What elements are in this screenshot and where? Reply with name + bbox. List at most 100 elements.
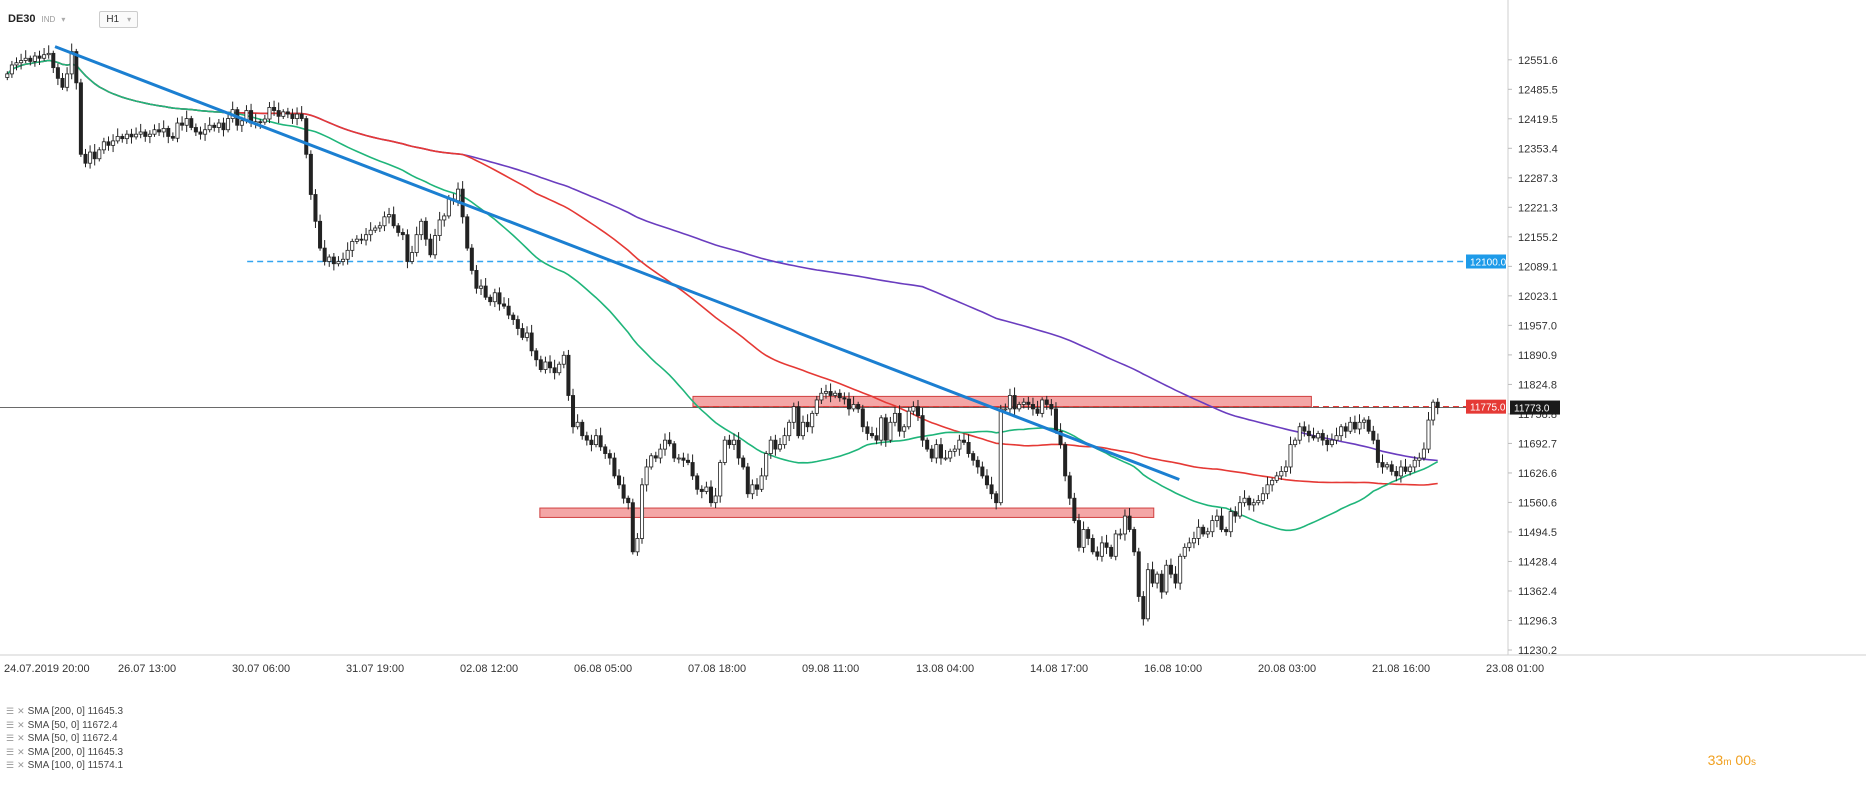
candle-body: [377, 225, 382, 229]
candle-body: [1357, 421, 1362, 430]
timeframe-select[interactable]: H1 ▾: [99, 10, 139, 28]
symbol-dropdown-icon[interactable]: ▾: [61, 14, 66, 24]
candle-body: [327, 256, 332, 262]
candle-body: [345, 249, 350, 260]
candle-body: [55, 67, 60, 79]
menu-icon[interactable]: ☰: [6, 719, 15, 730]
candle-body: [561, 354, 566, 365]
candle-body: [837, 392, 842, 399]
close-icon[interactable]: ✕: [17, 760, 25, 770]
candle-body: [1435, 401, 1440, 408]
candle-body: [387, 214, 392, 218]
candle-body: [856, 404, 861, 410]
candle-body: [1412, 459, 1417, 468]
candle-body: [134, 133, 139, 138]
candle-body: [1173, 573, 1178, 584]
candle-body: [1334, 435, 1339, 441]
resistance-zone: [692, 395, 1312, 408]
candle-body: [313, 194, 318, 222]
candle-body: [883, 417, 888, 441]
candle-body: [469, 247, 474, 271]
candle-body: [1237, 502, 1242, 517]
candle-body: [699, 488, 704, 492]
menu-icon[interactable]: ☰: [6, 746, 15, 757]
candle-body: [226, 118, 231, 131]
candle-body: [1187, 542, 1192, 548]
candle-body: [685, 459, 691, 463]
legend-item[interactable]: ☰ ✕ SMA [50, 0] 11672.4: [6, 719, 123, 733]
candle-body: [911, 406, 916, 412]
candle-body: [630, 502, 635, 553]
time-tick-label: 31.07 19:00: [346, 663, 404, 675]
candle-body: [1297, 426, 1302, 441]
candle-body: [584, 435, 589, 441]
menu-icon[interactable]: ☰: [6, 760, 15, 770]
candle-body: [65, 73, 70, 88]
candle-body: [676, 457, 681, 460]
candle-body: [290, 113, 295, 119]
candle-body: [442, 215, 447, 221]
candle-body: [295, 113, 300, 119]
close-icon[interactable]: ✕: [17, 706, 25, 716]
candle-body: [1118, 533, 1123, 536]
legend-item[interactable]: ☰ ✕ SMA [200, 0] 11645.3: [6, 705, 123, 719]
candle-body: [708, 486, 714, 504]
candle-body: [934, 444, 939, 459]
close-icon[interactable]: ✕: [17, 733, 25, 743]
price-tick-label: 12023.1: [1518, 291, 1558, 303]
candle-countdown: 33m 00s: [1708, 752, 1756, 768]
candle-body: [258, 121, 263, 124]
candle-body: [83, 153, 88, 164]
candle-body: [750, 484, 755, 495]
legend-item[interactable]: ☰ ✕ SMA [200, 0] 11645.3: [6, 746, 123, 760]
price-tick-label: 12419.5: [1518, 114, 1558, 126]
legend-item[interactable]: ☰ ✕ SMA [50, 0] 11672.4: [6, 732, 123, 746]
legend-item[interactable]: ☰ ✕ SMA [100, 0] 11574.1: [6, 759, 123, 773]
candle-body: [800, 421, 805, 437]
price-tick-label: 12155.2: [1518, 232, 1558, 244]
price-tick-label: 11824.8: [1518, 379, 1557, 391]
menu-icon[interactable]: ☰: [6, 733, 15, 743]
candle-body: [1283, 466, 1288, 472]
legend-label: SMA [200, 0] 11645.3: [27, 706, 124, 717]
candle-body: [943, 457, 948, 460]
candle-body: [1408, 466, 1413, 472]
level-11775-label: 11775.0: [1470, 403, 1506, 414]
candle-body: [731, 439, 737, 446]
candle-body: [626, 497, 631, 504]
candle-body: [46, 52, 51, 56]
candle-body: [1375, 439, 1380, 463]
close-icon[interactable]: ✕: [17, 746, 25, 757]
candle-body: [915, 406, 920, 416]
candle-body: [1302, 426, 1307, 432]
price-tick-label: 11494.5: [1518, 527, 1557, 539]
candle-body: [1352, 421, 1357, 430]
candle-body: [364, 234, 369, 241]
candle-body: [331, 256, 336, 265]
candle-body: [180, 122, 185, 126]
candle-body: [51, 52, 56, 69]
candle-body: [147, 133, 152, 137]
candle-body: [672, 443, 677, 459]
candle-body: [621, 484, 626, 499]
symbol-label[interactable]: DE30: [8, 13, 36, 25]
time-tick-label: 20.08 03:00: [1258, 663, 1316, 675]
candle-body: [828, 391, 833, 396]
candle-body: [1007, 395, 1012, 410]
price-tick-label: 12089.1: [1518, 261, 1558, 273]
menu-icon[interactable]: ☰: [6, 706, 15, 716]
candle-body: [869, 433, 874, 437]
close-icon[interactable]: ✕: [17, 719, 25, 730]
candle-body: [805, 421, 810, 428]
candle-body: [552, 367, 557, 374]
candle-body: [649, 455, 654, 468]
candle-body: [170, 136, 175, 139]
candle-body: [1394, 471, 1399, 477]
candle-body: [874, 435, 879, 441]
candle-body: [465, 216, 470, 249]
candle-body: [216, 122, 221, 128]
candle-body: [120, 136, 125, 140]
downtrend-line: [54, 45, 1180, 481]
candle-body: [354, 238, 359, 242]
